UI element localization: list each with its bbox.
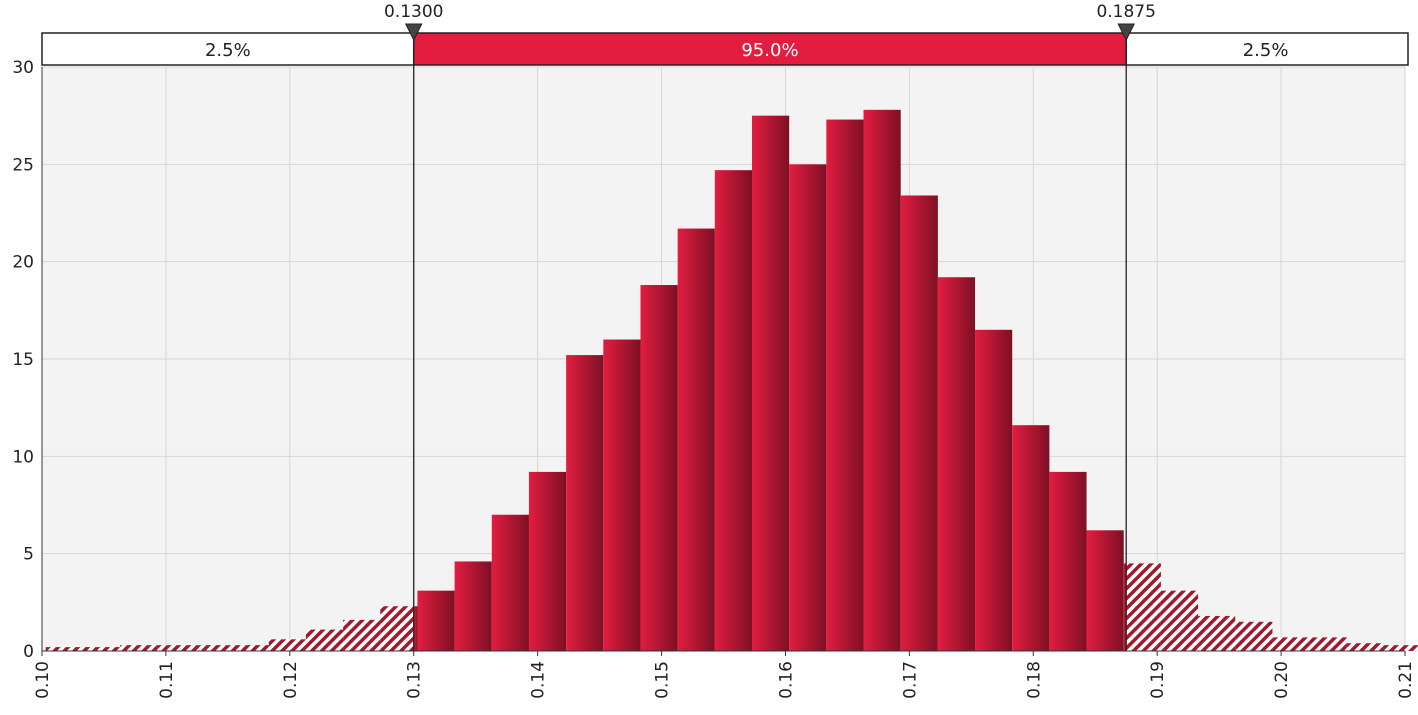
band-label-left: 2.5% xyxy=(205,40,251,61)
histogram-bar xyxy=(82,647,121,651)
x-tick-label: 0.10 xyxy=(33,661,53,699)
x-tick-label: 0.17 xyxy=(900,661,920,699)
histogram-bar xyxy=(937,277,976,651)
histogram-bar xyxy=(231,645,269,651)
x-tick-label: 0.11 xyxy=(157,661,177,699)
histogram-bars xyxy=(45,109,1418,652)
histogram-bar xyxy=(826,119,864,651)
histogram-bar xyxy=(454,561,492,651)
histogram-bar xyxy=(1160,590,1199,651)
histogram-bar xyxy=(45,647,83,651)
confidence-band: 2.5% 95.0% 2.5% xyxy=(41,32,1409,66)
histogram-bar xyxy=(491,514,529,651)
histogram-bar xyxy=(1049,471,1087,651)
histogram-bar xyxy=(677,228,715,651)
histogram-bar xyxy=(1086,530,1124,651)
histogram-bar xyxy=(1012,425,1050,651)
band-middle-segment xyxy=(412,32,1127,66)
histogram-bar xyxy=(751,115,790,651)
histogram-bar xyxy=(305,629,344,651)
histogram-bar xyxy=(1383,645,1418,651)
x-tick-label: 0.13 xyxy=(405,661,425,699)
histogram-bar xyxy=(1346,643,1384,651)
upper-marker-triangle-icon xyxy=(1117,23,1136,42)
histogram-bar xyxy=(1272,637,1310,651)
histogram-bar xyxy=(1235,621,1273,651)
histogram-bar xyxy=(268,639,306,651)
y-tick-labels: 0 5 10 15 20 25 30 xyxy=(12,58,34,662)
y-tick-label: 10 xyxy=(12,447,34,467)
histogram-bar xyxy=(1123,563,1127,651)
histogram-bar xyxy=(1126,563,1161,651)
histogram-bar xyxy=(789,164,827,652)
histogram-bar xyxy=(1198,615,1236,651)
x-tick-label: 0.21 xyxy=(1396,661,1416,699)
histogram-bar xyxy=(528,471,567,651)
x-tick-label: 0.16 xyxy=(776,661,796,699)
histogram-bar xyxy=(157,645,195,651)
histogram-bar xyxy=(975,329,1013,651)
x-tick-label: 0.14 xyxy=(529,661,549,699)
histogram-bar xyxy=(380,606,414,651)
band-label-middle: 95.0% xyxy=(741,40,798,61)
y-tick-label: 15 xyxy=(12,350,34,370)
histogram-bar xyxy=(417,590,455,651)
x-tick-label: 0.19 xyxy=(1148,661,1168,699)
histogram-bar xyxy=(863,109,901,652)
x-tick-label: 0.15 xyxy=(653,661,673,699)
y-tick-label: 25 xyxy=(12,155,34,175)
histogram-bar xyxy=(640,285,678,651)
histogram-bar xyxy=(714,170,752,651)
x-tick-labels: 0.10 0.11 0.12 0.13 0.14 0.15 0.16 0.17 0.18 0.19… xyxy=(33,651,1416,699)
x-tick-label: 0.12 xyxy=(281,661,301,699)
interval-markers: 0.1300 0.1875 xyxy=(384,2,1156,651)
band-label-right: 2.5% xyxy=(1243,40,1289,61)
histogram-bar xyxy=(194,645,232,651)
upper-marker-label: 0.1875 xyxy=(1096,2,1155,22)
histogram-bar xyxy=(603,339,641,651)
y-tick-label: 30 xyxy=(12,58,34,78)
x-tick-label: 0.18 xyxy=(1024,661,1044,699)
lower-marker-label: 0.1300 xyxy=(384,2,443,22)
y-tick-label: 20 xyxy=(12,253,34,273)
y-tick-label: 5 xyxy=(23,545,34,565)
histogram-bar xyxy=(120,645,158,651)
lower-marker-triangle-icon xyxy=(404,23,423,42)
histogram-bar xyxy=(1309,637,1347,651)
histogram-bar xyxy=(343,619,381,651)
x-tick-label: 0.20 xyxy=(1272,661,1292,699)
axes xyxy=(41,67,1405,652)
y-tick-label: 0 xyxy=(23,642,34,662)
histogram-bar xyxy=(566,355,604,651)
histogram-bar xyxy=(413,606,418,651)
histogram-bar xyxy=(900,195,938,652)
